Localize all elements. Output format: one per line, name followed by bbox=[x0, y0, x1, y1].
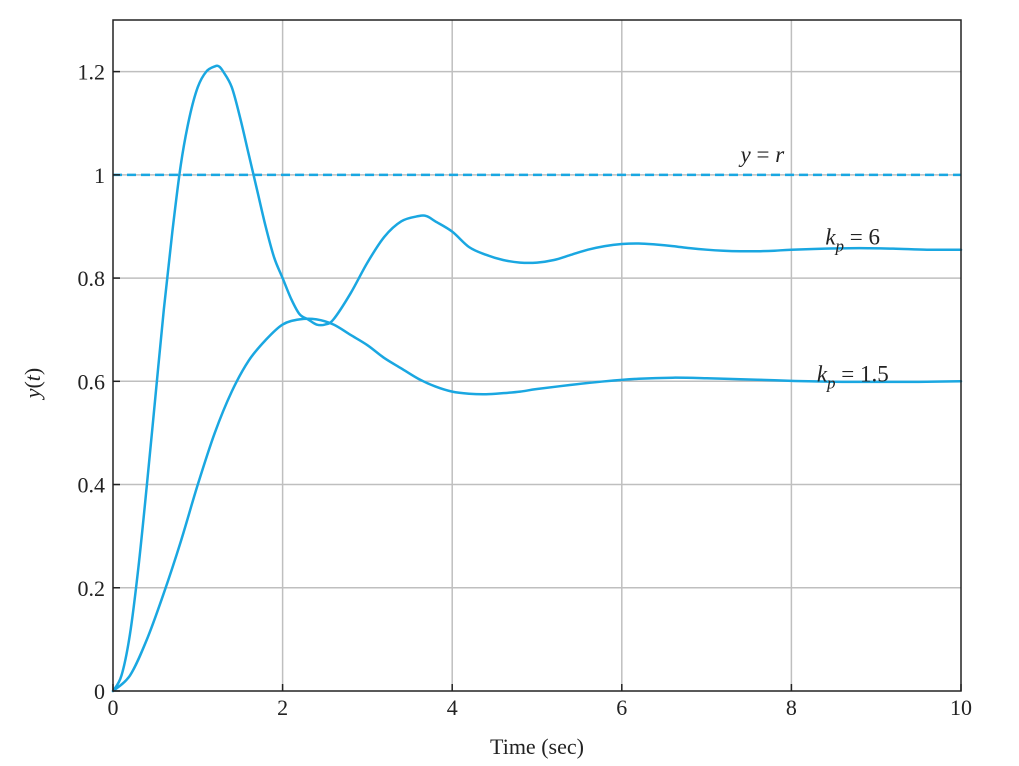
y-tick-label-3: 0.6 bbox=[78, 369, 106, 394]
x-axis-label: Time (sec) bbox=[490, 734, 584, 759]
plot-curves bbox=[111, 64, 963, 693]
y-tick-label-6: 1.2 bbox=[78, 60, 106, 85]
x-tick-label-0: 0 bbox=[108, 695, 119, 720]
y-tick-label-4: 0.8 bbox=[78, 266, 106, 291]
kp15-label-rest: = 1.5 bbox=[836, 361, 889, 386]
y-axis-ticks: 0 0.2 0.4 0.6 0.8 1 1.2 bbox=[78, 60, 120, 704]
reference-label-y: y bbox=[739, 142, 752, 167]
series-line-0 bbox=[111, 64, 963, 693]
kp15-label-k: k bbox=[817, 361, 828, 386]
x-tick-label-3: 6 bbox=[616, 695, 627, 720]
y-tick-label-2: 0.4 bbox=[78, 473, 106, 498]
x-tick-label-1: 2 bbox=[277, 695, 288, 720]
x-tick-label-4: 8 bbox=[786, 695, 797, 720]
plot-frame bbox=[112, 19, 962, 692]
y-tick-label-5: 1 bbox=[94, 163, 105, 188]
x-tick-label-5: 10 bbox=[950, 695, 972, 720]
reference-label-r: r bbox=[775, 142, 785, 167]
series-label-kp-1-5: kp = 1.5 bbox=[817, 361, 889, 392]
reference-label-eq: = bbox=[751, 142, 775, 167]
series-label-kp-6: kp = 6 bbox=[825, 225, 880, 256]
x-axis-ticks: 0 2 4 6 8 10 bbox=[108, 684, 972, 720]
kp6-label-rest: = 6 bbox=[844, 225, 880, 250]
kp15-label-sub: p bbox=[826, 373, 836, 392]
reference-line-label: y = r bbox=[739, 142, 786, 167]
kp6-label-sub: p bbox=[835, 237, 845, 256]
y-axis-label: y(t) bbox=[20, 368, 45, 401]
y-tick-label-0: 0 bbox=[94, 679, 105, 704]
x-tick-label-2: 4 bbox=[447, 695, 458, 720]
series-line-1 bbox=[111, 317, 963, 693]
y-tick-label-1: 0.2 bbox=[78, 576, 106, 601]
kp6-label-k: k bbox=[825, 225, 836, 250]
